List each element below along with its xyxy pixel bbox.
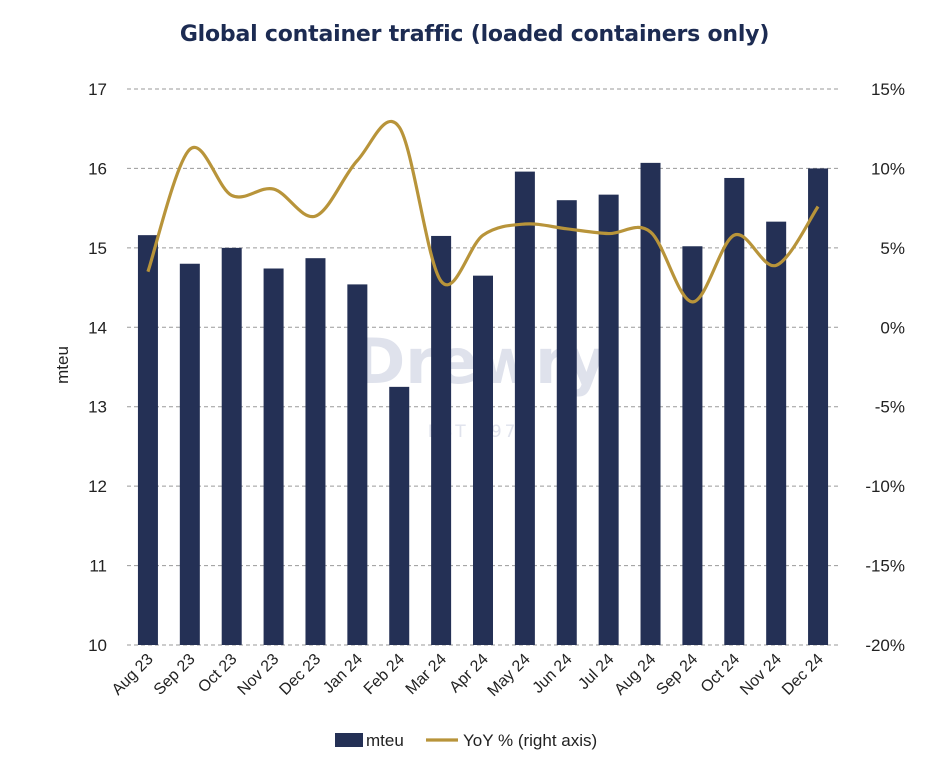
x-tick-label: May 24 xyxy=(485,651,534,700)
bar xyxy=(598,194,619,645)
legend-bar-swatch xyxy=(335,733,363,747)
x-tick-label: Dec 24 xyxy=(779,651,827,699)
x-tick-label: Feb 24 xyxy=(361,651,408,698)
y2-tick-label: -5% xyxy=(875,398,905,417)
bar-series xyxy=(137,162,829,646)
bar xyxy=(766,221,787,645)
y2-tick-label: -10% xyxy=(865,477,905,496)
x-tick-label: Jun 24 xyxy=(530,651,576,697)
x-tick-label: Jan 24 xyxy=(320,651,366,697)
y2-tick-label: 5% xyxy=(880,239,905,258)
x-tick-label: Oct 24 xyxy=(698,651,743,696)
chart-title: Global container traffic (loaded contain… xyxy=(179,22,770,47)
y2-tick-label: 15% xyxy=(871,80,905,99)
bar xyxy=(137,235,158,646)
bar xyxy=(347,284,368,645)
bar xyxy=(431,235,452,645)
y2-tick-label: 10% xyxy=(871,159,905,178)
bar xyxy=(556,200,577,645)
bar xyxy=(808,168,829,645)
y2-tick-label: -15% xyxy=(865,557,905,576)
x-tick-label: Dec 23 xyxy=(276,651,324,699)
legend: mteu YoY % (right axis) xyxy=(335,731,597,750)
y-tick-label: 14 xyxy=(88,318,107,337)
y-axis-label: mteu xyxy=(53,346,72,384)
legend-bar-label: mteu xyxy=(366,731,404,750)
legend-line-label: YoY % (right axis) xyxy=(463,731,597,750)
x-tick-label: Aug 24 xyxy=(611,651,659,699)
bar xyxy=(221,247,242,645)
x-tick-label: Oct 23 xyxy=(195,651,240,696)
y2-tick-label: 0% xyxy=(880,318,905,337)
right-axis-ticks: -20% -15% -10% -5% 0% 5% 10% 15% xyxy=(865,80,905,655)
x-tick-label: Mar 24 xyxy=(403,651,450,698)
bar xyxy=(305,258,326,645)
y-tick-label: 17 xyxy=(88,80,107,99)
bar xyxy=(263,268,284,645)
yoy-line xyxy=(146,119,820,304)
bar xyxy=(389,386,410,645)
y-tick-label: 13 xyxy=(88,398,107,417)
bar xyxy=(514,171,535,645)
y2-tick-label: -20% xyxy=(865,636,905,655)
y-tick-label: 16 xyxy=(88,159,107,178)
x-tick-label: Sep 23 xyxy=(151,651,199,699)
bar xyxy=(640,162,661,645)
y-tick-label: 15 xyxy=(88,239,107,258)
bar xyxy=(179,263,200,645)
bar xyxy=(473,275,493,645)
x-tick-label: Nov 24 xyxy=(737,651,785,699)
bar xyxy=(682,246,703,646)
x-tick-label: Sep 24 xyxy=(653,651,701,699)
left-axis-ticks: 10 11 12 13 14 15 16 17 xyxy=(88,80,107,655)
x-tick-label: Nov 23 xyxy=(235,651,283,699)
x-tick-label: Aug 23 xyxy=(109,651,157,699)
y-tick-label: 12 xyxy=(88,477,107,496)
bar xyxy=(724,177,745,645)
y-tick-label: 10 xyxy=(88,636,107,655)
line-series xyxy=(146,119,820,304)
y-tick-label: 11 xyxy=(89,557,107,576)
